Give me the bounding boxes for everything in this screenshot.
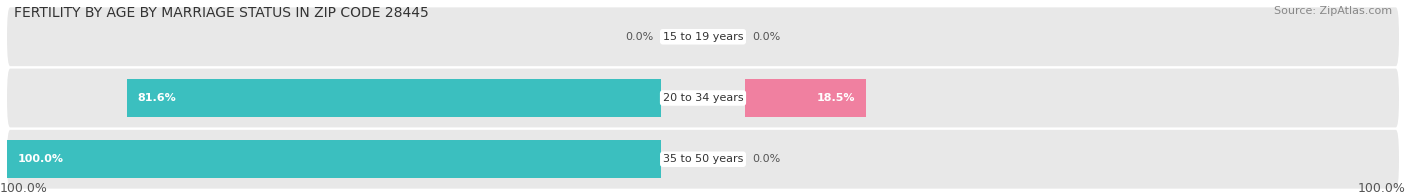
Text: 81.6%: 81.6% — [138, 93, 177, 103]
Text: 100.0%: 100.0% — [17, 154, 63, 164]
Text: 0.0%: 0.0% — [626, 32, 654, 42]
Text: Source: ZipAtlas.com: Source: ZipAtlas.com — [1274, 6, 1392, 16]
Text: FERTILITY BY AGE BY MARRIAGE STATUS IN ZIP CODE 28445: FERTILITY BY AGE BY MARRIAGE STATUS IN Z… — [14, 6, 429, 20]
Text: 100.0%: 100.0% — [0, 182, 48, 195]
Bar — [745, 79, 866, 117]
Text: 15 to 19 years: 15 to 19 years — [662, 32, 744, 42]
Bar — [7, 140, 661, 178]
Text: 35 to 50 years: 35 to 50 years — [662, 154, 744, 164]
Text: 20 to 34 years: 20 to 34 years — [662, 93, 744, 103]
Text: 100.0%: 100.0% — [1358, 182, 1406, 195]
FancyBboxPatch shape — [7, 130, 1399, 189]
Bar — [128, 79, 661, 117]
Text: 18.5%: 18.5% — [817, 93, 856, 103]
Text: 0.0%: 0.0% — [752, 32, 780, 42]
FancyBboxPatch shape — [7, 69, 1399, 127]
FancyBboxPatch shape — [7, 7, 1399, 66]
Text: 0.0%: 0.0% — [752, 154, 780, 164]
